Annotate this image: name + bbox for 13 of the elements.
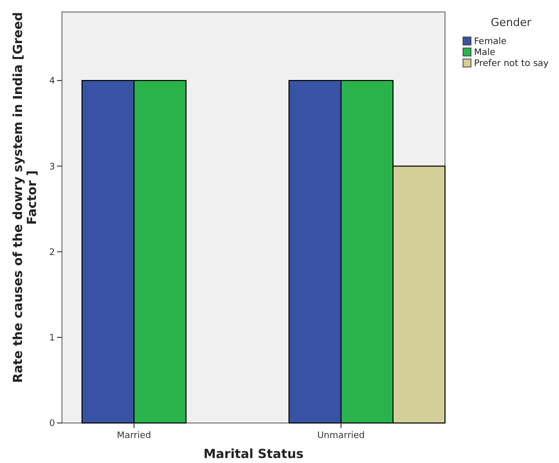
y-axis-title: Rate the causes of the dowry system in India [Greed Factor ] (10, 12, 39, 383)
y-tick-label: 2 (49, 248, 55, 258)
legend-label: Prefer not to say (474, 59, 550, 69)
y-tick-label: 1 (49, 334, 55, 344)
legend-label: Male (474, 48, 496, 58)
x-tick-label: Married (116, 431, 152, 441)
x-tick-label: Unmarried (317, 431, 365, 441)
legend-label: Female (474, 37, 508, 47)
y-tick-label: 3 (49, 162, 55, 172)
legend-title: Gender (490, 16, 532, 29)
y-tick-label: 4 (49, 76, 56, 87)
y-tick-label: 0 (49, 419, 56, 430)
x-axis-title: Marital Status (203, 446, 304, 461)
